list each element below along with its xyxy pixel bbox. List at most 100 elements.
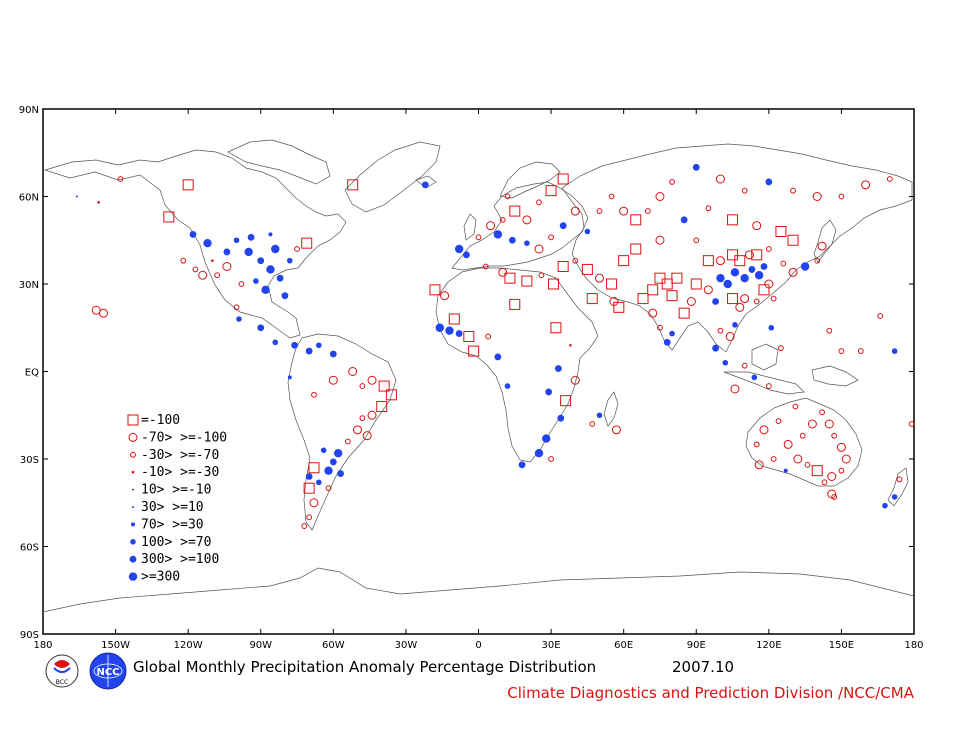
station-marker [723,279,732,289]
station-marker [238,281,245,287]
coast-canada-islands [227,139,331,185]
station-marker [329,350,337,358]
station-marker [702,255,714,267]
station-marker [686,297,696,306]
station-marker [891,348,898,354]
station-marker [385,389,397,401]
x-tick-label: 150W [101,640,130,651]
station-marker [790,187,796,194]
legend-marker [127,414,139,426]
station-marker [752,221,762,231]
x-tick-label: 60E [614,640,633,651]
station-marker [203,238,212,248]
x-tick-label: 30W [395,640,418,651]
station-marker [734,255,746,267]
station-marker [367,410,377,420]
legend-marker [130,451,136,458]
station-marker [320,447,327,454]
station-marker [712,298,720,305]
coast-scandinavia [499,161,561,199]
station-marker [618,255,630,267]
station-marker [807,419,817,429]
station-marker [435,323,444,332]
station-marker [211,259,214,262]
station-marker [454,244,464,254]
station-marker [548,456,554,462]
coastlines [43,139,914,613]
station-marker [272,339,279,346]
station-marker [896,476,903,483]
station-marker [223,248,231,256]
legend-label: 30> >=10 [141,500,204,515]
station-marker [722,359,729,366]
station-marker [305,347,313,355]
station-marker [657,324,663,331]
station-marker [504,272,516,284]
station-marker [545,388,553,396]
coast-new-guinea [811,365,859,387]
station-marker [812,192,822,201]
station-marker [740,294,750,304]
station-marker [163,211,175,223]
station-marker [311,391,317,398]
y-axis: 90N 60N 30N EQ 30S 60S 90S [19,105,914,641]
station-marker [287,375,292,380]
legend-label: >=300 [141,570,180,585]
bcc-logo-text: BCC [56,679,68,686]
station-marker [637,293,649,305]
station-marker [117,176,124,182]
legend-label: -30> >=-70 [141,448,219,463]
ncc-logo-text: NCC [96,667,119,678]
station-marker [98,308,108,318]
station-marker [751,249,763,261]
station-marker [669,179,675,185]
station-marker [504,193,511,200]
station-marker [715,256,725,266]
station-marker [192,266,199,273]
station-marker [586,293,598,305]
coast-indonesia [723,371,805,395]
station-marker [463,251,470,259]
x-tick-label: 90W [249,640,272,651]
station-marker [690,278,702,290]
legend-label: =-100 [141,413,180,428]
coast-north-america [43,149,347,339]
station-marker [671,272,683,284]
station-marker [764,279,774,289]
station-marker [316,479,322,486]
station-marker [778,345,784,352]
station-marker [518,461,526,469]
station-marker [305,473,313,480]
station-marker [680,216,688,224]
station-marker [792,403,799,410]
station-marker [236,316,242,322]
coast-madagascar [603,391,619,427]
station-marker [787,234,799,246]
station-marker [337,470,344,477]
station-marker [765,178,773,186]
station-marker [548,234,554,241]
legend-label: 300> >=100 [141,552,219,567]
station-marker [644,208,651,214]
coast-japan [813,219,837,263]
station-marker [655,192,665,201]
station-marker [268,232,273,237]
legend-marker [131,470,135,474]
station-marker [783,468,788,473]
legend-marker [132,506,134,508]
station-marker [521,275,533,287]
x-tick-label: 0 [475,640,481,651]
station-marker [376,401,388,412]
station-marker [799,432,806,439]
station-marker [817,241,827,251]
station-marker [536,199,542,206]
x-tick-label: 150E [829,640,854,651]
station-marker [329,458,337,466]
station-marker [581,263,593,275]
x-tick-label: 30E [542,640,561,651]
bcc-logo: BCC [45,654,79,688]
station-marker [741,362,748,369]
station-marker [838,193,845,200]
station-marker [542,434,551,443]
ncc-logo: NCC [89,652,127,690]
